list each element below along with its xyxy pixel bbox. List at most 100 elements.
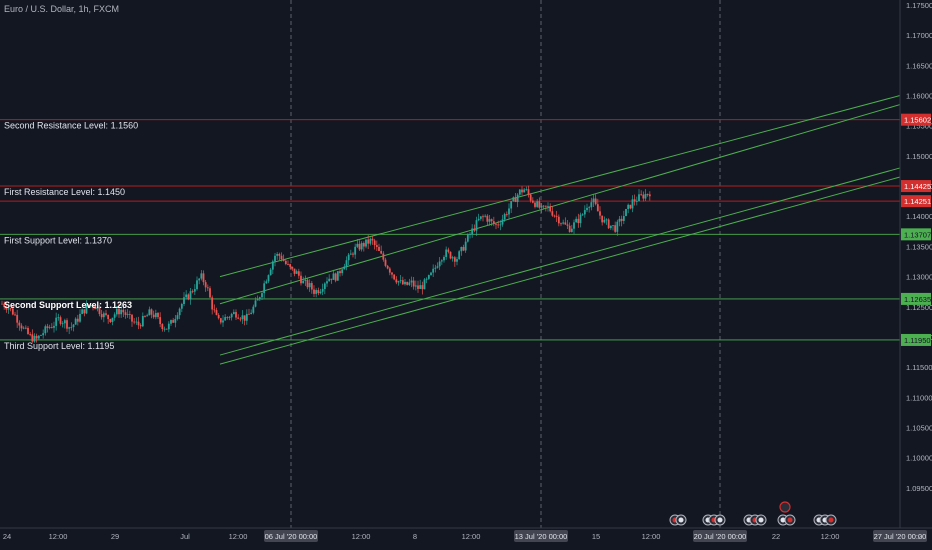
candle-body (89, 304, 92, 307)
candle-body (226, 317, 229, 318)
candle-body (406, 281, 409, 285)
candle-body (334, 273, 337, 281)
x-tick-label: 12:00 (821, 532, 840, 541)
candle-body (79, 313, 81, 322)
candle-body (7, 308, 10, 310)
candle-body (109, 319, 112, 322)
candle-body (215, 310, 218, 315)
candle-body (590, 202, 593, 208)
candle-body (347, 254, 350, 261)
price-badge (901, 333, 931, 346)
candle-body (475, 220, 478, 231)
candle-body (146, 315, 149, 317)
candle-body (57, 317, 60, 319)
candle-body (66, 320, 68, 329)
candle-body (495, 223, 497, 225)
candle-body (163, 328, 166, 330)
level-label: Second Resistance Level: 1.1560 (4, 121, 138, 131)
candle-body (37, 335, 40, 339)
candle-body (414, 285, 417, 287)
candle-body (131, 314, 133, 322)
candle-body (514, 197, 517, 202)
candle-body (622, 216, 625, 221)
candle-body (243, 315, 246, 321)
economic-events (669, 501, 837, 526)
candle-body (499, 224, 502, 226)
candle-body (577, 218, 580, 224)
candle-body (55, 317, 58, 326)
candle-body (174, 318, 177, 323)
price-badge-label: 1.12635 (904, 295, 931, 304)
candle-body (527, 189, 530, 195)
level-label: First Resistance Level: 1.1450 (4, 187, 125, 197)
candle-body (139, 325, 142, 327)
candle-body (293, 268, 296, 274)
candle-body (384, 259, 387, 266)
candle-body (35, 335, 38, 339)
candle-body (419, 285, 422, 289)
candle-body (412, 280, 415, 287)
candle-body (371, 238, 374, 241)
upper-channel-line (219, 95, 901, 278)
event-flag-icon[interactable] (714, 514, 726, 526)
x-tick-label: 06 Jul '20 00:00 (265, 532, 318, 541)
event-flag-icon[interactable] (755, 514, 767, 526)
candle-body (24, 327, 27, 329)
candle-body (115, 308, 118, 315)
candle-body (187, 294, 190, 300)
candle-body (521, 189, 523, 193)
candle-body (609, 225, 612, 229)
candle-body (490, 219, 493, 222)
candle-body (29, 333, 32, 335)
candle-body (631, 199, 634, 209)
candle-body (430, 272, 432, 276)
candle-body (96, 307, 99, 310)
event-flag-icon[interactable] (784, 514, 796, 526)
x-tick-label: 22 (772, 532, 780, 541)
y-tick-label: 1.16000 (906, 92, 932, 101)
candle-body (228, 317, 231, 318)
price-badge (901, 228, 931, 241)
candle-body (310, 283, 313, 290)
candle-body (232, 312, 235, 314)
candle-body (440, 260, 443, 262)
candle-body (191, 291, 194, 293)
event-flag-icon[interactable] (675, 514, 687, 526)
candle-body (536, 201, 539, 207)
candle-body (276, 254, 279, 256)
candle-body (497, 224, 500, 226)
grid-layer (290, 0, 901, 528)
candle-body (72, 324, 75, 328)
candle-body (176, 315, 179, 319)
candle-body (11, 308, 14, 315)
candle-body (76, 318, 79, 322)
candle-body (120, 309, 123, 315)
y-tick-label: 1.12500 (906, 303, 932, 312)
candle-body (586, 207, 588, 211)
event-flag-icon[interactable] (825, 514, 837, 526)
candle-body (254, 300, 257, 307)
candle-body (44, 326, 47, 334)
candle-body (111, 317, 114, 322)
candle-body (63, 320, 66, 324)
candle-body (98, 307, 101, 315)
candle-body (284, 260, 287, 265)
candle-body (445, 249, 448, 257)
candle-body (178, 308, 181, 316)
candle-body (365, 239, 367, 247)
x-tick-label: 20 Jul '20 00:00 (694, 532, 747, 541)
candle-body (167, 323, 170, 330)
candle-body (568, 225, 571, 232)
candle-body (48, 327, 51, 328)
candle-body (382, 253, 385, 260)
candle-body (544, 205, 547, 207)
candle-body (326, 281, 328, 284)
candle-body (330, 278, 333, 280)
event-alert-icon[interactable] (779, 501, 791, 513)
candle-body (547, 206, 549, 207)
x-tick-label: 2 (918, 532, 922, 541)
candle-body (141, 316, 144, 327)
candle-body (263, 283, 266, 294)
candle-body (124, 312, 127, 315)
